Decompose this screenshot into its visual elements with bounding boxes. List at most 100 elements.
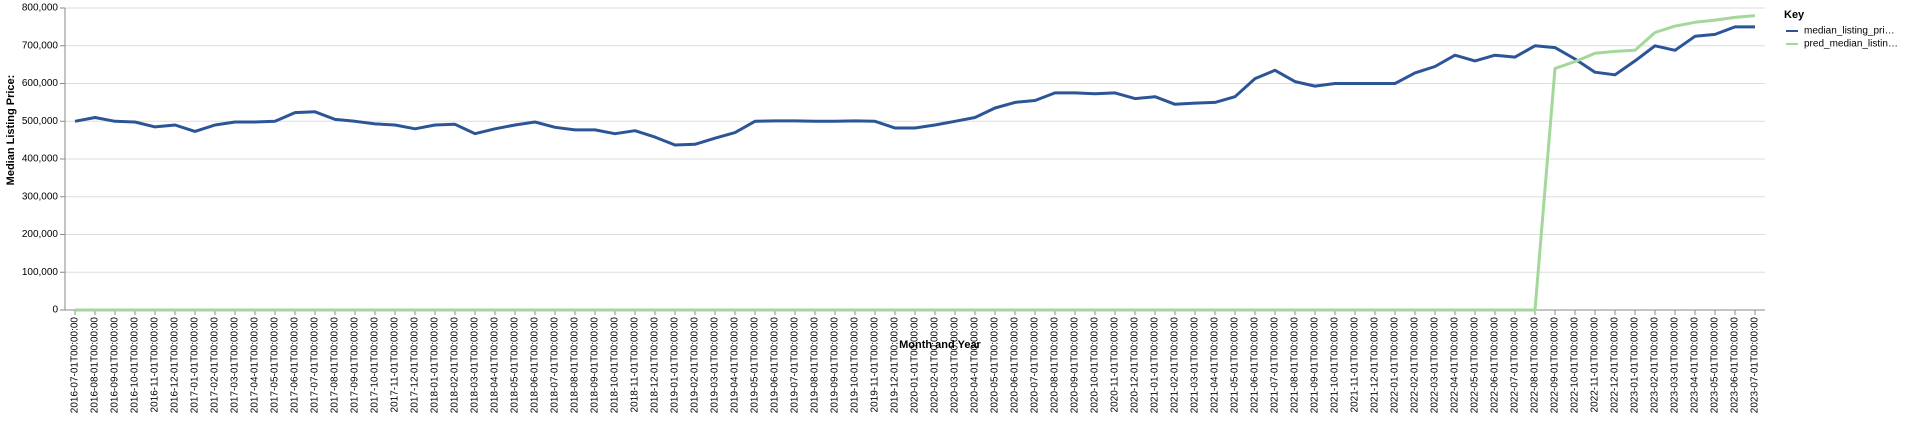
x-tick-label: 2021-06-01T00:00:00 [1250, 317, 1261, 414]
x-tick-label: 2022-12-01T00:00:00 [1610, 317, 1621, 414]
x-tick-label: 2023-01-01T00:00:00 [1630, 317, 1641, 414]
x-tick-label: 2017-04-01T00:00:00 [250, 317, 261, 414]
x-tick-label: 2017-10-01T00:00:00 [370, 317, 381, 414]
x-tick-label: 2017-12-01T00:00:00 [410, 317, 421, 414]
x-tick-label: 2016-09-01T00:00:00 [110, 317, 121, 414]
x-tick-label: 2017-08-01T00:00:00 [330, 317, 341, 414]
x-tick-label: 2018-12-01T00:00:00 [650, 317, 661, 414]
x-tick-label: 2022-01-01T00:00:00 [1390, 317, 1401, 414]
x-tick-label: 2022-09-01T00:00:00 [1550, 317, 1561, 414]
x-tick-label: 2018-06-01T00:00:00 [530, 317, 541, 414]
x-tick-label: 2023-06-01T00:00:00 [1730, 317, 1741, 414]
x-tick-label: 2019-09-01T00:00:00 [830, 317, 841, 414]
x-tick-label: 2020-12-01T00:00:00 [1130, 317, 1141, 414]
y-tick-label: 500,000 [22, 116, 59, 127]
x-tick-label: 2021-01-01T00:00:00 [1150, 317, 1161, 414]
x-tick-label: 2023-05-01T00:00:00 [1710, 317, 1721, 414]
x-tick-label: 2022-10-01T00:00:00 [1570, 317, 1581, 414]
x-tick-label: 2023-03-01T00:00:00 [1670, 317, 1681, 414]
y-axis-title: Median Listing Price: [5, 75, 17, 186]
x-tick-label: 2020-08-01T00:00:00 [1050, 317, 1061, 414]
x-tick-label: 2016-07-01T00:00:00 [70, 317, 81, 414]
x-tick-label: 2017-03-01T00:00:00 [230, 317, 241, 414]
x-tick-label: 2019-01-01T00:00:00 [670, 317, 681, 414]
x-tick-label: 2017-05-01T00:00:00 [270, 317, 281, 414]
x-tick-label: 2019-04-01T00:00:00 [730, 317, 741, 414]
x-tick-label: 2016-10-01T00:00:00 [130, 317, 141, 414]
y-tick-label: 300,000 [22, 191, 59, 202]
x-tick-label: 2019-07-01T00:00:00 [790, 317, 801, 414]
legend-label: pred_median_listin… [1804, 39, 1898, 50]
x-tick-label: 2021-12-01T00:00:00 [1370, 317, 1381, 414]
x-axis-title: Month and Year [899, 339, 981, 351]
x-tick-label: 2020-07-01T00:00:00 [1030, 317, 1041, 414]
x-tick-label: 2018-03-01T00:00:00 [470, 317, 481, 414]
x-tick-label: 2016-08-01T00:00:00 [90, 317, 101, 414]
x-tick-label: 2022-03-01T00:00:00 [1430, 317, 1441, 414]
x-tick-label: 2022-05-01T00:00:00 [1470, 317, 1481, 414]
series-line [74, 25, 1755, 147]
x-tick-label: 2019-11-01T00:00:00 [870, 317, 881, 413]
y-tick-label: 200,000 [22, 229, 59, 240]
x-tick-label: 2016-12-01T00:00:00 [170, 317, 181, 414]
x-tick-label: 2023-02-01T00:00:00 [1650, 317, 1661, 414]
x-tick-label: 2018-07-01T00:00:00 [550, 317, 561, 414]
x-tick-label: 2019-12-01T00:00:00 [890, 317, 901, 414]
y-tick-label: 100,000 [22, 267, 59, 278]
x-tick-label: 2022-02-01T00:00:00 [1410, 317, 1421, 414]
x-tick-label: 2020-04-01T00:00:00 [970, 317, 981, 414]
x-tick-label: 2019-05-01T00:00:00 [750, 317, 761, 414]
x-tick-label: 2019-06-01T00:00:00 [770, 317, 781, 414]
x-tick-label: 2017-02-01T00:00:00 [210, 317, 221, 414]
x-tick-label: 2021-10-01T00:00:00 [1330, 317, 1341, 414]
x-tick-label: 2021-02-01T00:00:00 [1170, 317, 1181, 414]
x-tick-label: 2023-07-01T00:00:00 [1750, 317, 1761, 414]
x-tick-label: 2020-10-01T00:00:00 [1090, 317, 1101, 414]
x-tick-label: 2018-10-01T00:00:00 [610, 317, 621, 414]
y-tick-label: 0 [52, 305, 58, 316]
x-tick-label: 2017-07-01T00:00:00 [310, 317, 321, 414]
y-tick-label: 800,000 [22, 3, 59, 14]
x-tick-label: 2017-11-01T00:00:00 [390, 317, 401, 413]
x-tick-label: 2017-06-01T00:00:00 [290, 317, 301, 414]
legend-title: Key [1784, 9, 1805, 21]
x-tick-label: 2018-01-01T00:00:00 [430, 317, 441, 414]
x-tick-label: 2017-01-01T00:00:00 [190, 317, 201, 414]
x-tick-label: 2016-11-01T00:00:00 [150, 317, 161, 413]
x-tick-label: 2018-08-01T00:00:00 [570, 317, 581, 414]
legend-label: median_listing_pri… [1804, 26, 1895, 37]
x-tick-label: 2018-02-01T00:00:00 [450, 317, 461, 414]
x-tick-label: 2017-09-01T00:00:00 [350, 317, 361, 414]
y-tick-label: 400,000 [22, 154, 59, 165]
x-tick-label: 2020-09-01T00:00:00 [1070, 317, 1081, 414]
x-tick-label: 2019-02-01T00:00:00 [690, 317, 701, 414]
x-tick-label: 2020-02-01T00:00:00 [930, 317, 941, 414]
x-tick-label: 2018-04-01T00:00:00 [490, 317, 501, 414]
x-tick-label: 2023-04-01T00:00:00 [1690, 317, 1701, 414]
x-tick-label: 2018-11-01T00:00:00 [630, 317, 641, 413]
x-tick-label: 2019-03-01T00:00:00 [710, 317, 721, 414]
x-tick-label: 2020-11-01T00:00:00 [1110, 317, 1121, 413]
y-tick-label: 600,000 [22, 78, 59, 89]
y-tick-label: 700,000 [22, 40, 59, 51]
x-tick-label: 2019-08-01T00:00:00 [810, 317, 821, 414]
x-tick-label: 2022-08-01T00:00:00 [1530, 317, 1541, 414]
x-tick-label: 2020-05-01T00:00:00 [990, 317, 1001, 414]
x-tick-label: 2022-06-01T00:00:00 [1490, 317, 1501, 414]
x-tick-label: 2022-11-01T00:00:00 [1590, 317, 1601, 413]
x-tick-label: 2022-04-01T00:00:00 [1450, 317, 1461, 414]
x-tick-label: 2021-11-01T00:00:00 [1350, 317, 1361, 413]
x-tick-label: 2021-09-01T00:00:00 [1310, 317, 1321, 414]
x-tick-label: 2020-03-01T00:00:00 [950, 317, 961, 414]
x-tick-label: 2021-08-01T00:00:00 [1290, 317, 1301, 414]
x-tick-label: 2021-03-01T00:00:00 [1190, 317, 1201, 414]
x-tick-label: 2020-06-01T00:00:00 [1010, 317, 1021, 414]
x-tick-label: 2018-05-01T00:00:00 [510, 317, 521, 414]
x-tick-label: 2019-10-01T00:00:00 [850, 317, 861, 414]
x-tick-label: 2020-01-01T00:00:00 [910, 317, 921, 414]
x-tick-label: 2021-05-01T00:00:00 [1230, 317, 1241, 414]
x-tick-label: 2021-07-01T00:00:00 [1270, 317, 1281, 414]
x-tick-label: 2021-04-01T00:00:00 [1210, 317, 1221, 414]
x-tick-label: 2022-07-01T00:00:00 [1510, 317, 1521, 414]
